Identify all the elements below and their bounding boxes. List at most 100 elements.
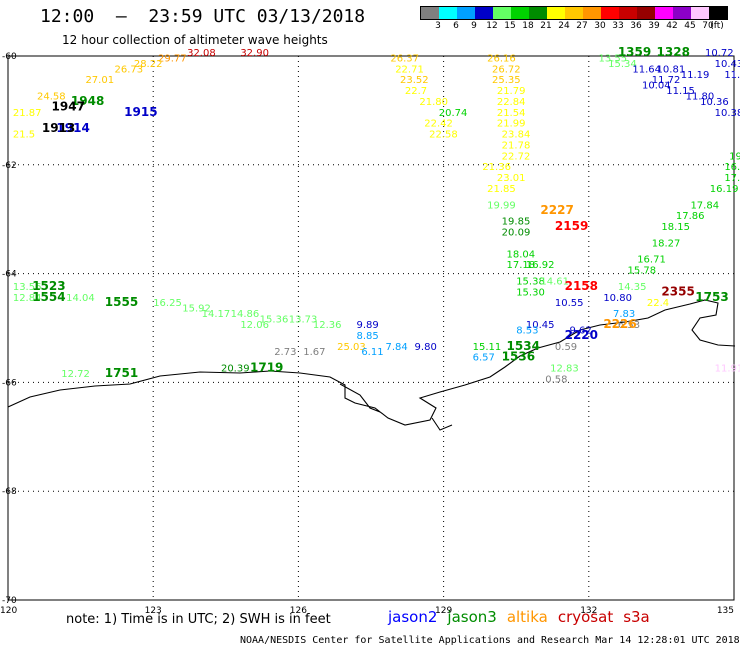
wave-height-value: 21.54 — [497, 108, 526, 119]
wave-height-value: 8.85 — [356, 331, 378, 342]
lat-lon-grid — [7, 55, 735, 601]
satellite-legend-item: cryosat — [557, 608, 614, 626]
wave-height-value: 12.36 — [313, 320, 342, 331]
wave-height-value: 16.71 — [637, 255, 666, 266]
wave-height-value: 6.57 — [473, 353, 495, 364]
wave-height-value: 16.92 — [526, 260, 555, 271]
wave-height-value: 15.30 — [516, 287, 545, 298]
wave-height-value: 15.34 — [608, 59, 637, 70]
wave-height-value: 2.73 — [274, 347, 296, 358]
lat-tick-label: -64 — [2, 270, 17, 280]
wave-height-value: 16.19 — [710, 184, 739, 195]
wave-height-value: 15.92 — [182, 304, 211, 315]
color-scale-swatch — [673, 7, 691, 19]
color-scale-label: 30 — [594, 21, 606, 31]
color-scale-label: 33 — [612, 21, 624, 31]
wave-height-value: 19 — [729, 151, 740, 162]
wave-height-value: 14.86 — [231, 309, 260, 320]
color-scale-label: 15 — [504, 21, 516, 31]
wave-height-value: 23.84 — [502, 130, 531, 141]
color-scale-label: 36 — [630, 21, 642, 31]
wave-height-value: 15.11 — [473, 342, 502, 353]
color-scale-swatch — [637, 7, 655, 19]
pass-time-label: 2226 — [603, 317, 636, 331]
color-scale-swatch — [565, 7, 583, 19]
color-scale-swatch — [493, 7, 511, 19]
pass-time-label: 1913 — [42, 121, 75, 135]
wave-height-value: 26.73 — [114, 64, 143, 75]
color-scale-swatch — [583, 7, 601, 19]
color-scale-label: 70 — [702, 21, 714, 31]
wave-height-value: 10.36 — [700, 97, 729, 108]
wave-height-value: 10.72 — [705, 48, 734, 59]
wave-height-value: 17.86 — [676, 211, 705, 222]
lon-tick-label: 123 — [145, 606, 162, 616]
wave-height-value: 10.55 — [555, 298, 584, 309]
color-scale-label: 3 — [435, 21, 441, 31]
satellite-legend-item: jason3 — [447, 608, 497, 626]
wave-height-value: 17.84 — [690, 200, 719, 211]
wave-height-value: 10.81 — [657, 64, 686, 75]
wave-height-value: 20.09 — [502, 228, 531, 239]
color-scale-swatch — [547, 7, 565, 19]
wave-height-value: 22.84 — [497, 97, 526, 108]
wave-height-value: 24.58 — [37, 92, 66, 103]
color-scale-legend: 3 6 9 12 15 18 21 24 27 30 33 36 39 42 45 70 (ft) — [420, 6, 728, 32]
color-scale-swatch — [655, 7, 673, 19]
wave-height-value: 11.50 — [724, 70, 740, 81]
color-scale-label: (ft) — [710, 21, 724, 31]
wave-height-value: 21.5 — [13, 130, 35, 141]
wave-height-value: 11.19 — [681, 70, 710, 81]
wave-height-value: 11.72 — [652, 75, 681, 86]
pass-time-label: 1751 — [105, 366, 138, 380]
wave-height-value: 11.64 — [632, 64, 661, 75]
wave-height-value: 14.35 — [618, 282, 647, 293]
pass-time-label: 1753 — [695, 290, 728, 304]
wave-height-value: 14.17 — [202, 309, 231, 320]
lat-tick-label: -70 — [2, 596, 17, 606]
wave-height-value: 7.83 — [613, 309, 635, 320]
wave-height-value: 21.79 — [497, 86, 526, 97]
wave-height-value: 13.56 — [13, 282, 42, 293]
wave-height-value: 25.03 — [337, 342, 366, 353]
lon-tick-label: 126 — [290, 606, 307, 616]
wave-height-value: 21.36 — [482, 162, 511, 173]
color-scale-label: 39 — [648, 21, 660, 31]
wave-height-value: 14.61 — [540, 276, 569, 287]
satellite-legend-item: s3a — [623, 608, 650, 626]
pass-time-label: 1914 — [56, 121, 89, 135]
map-frame — [7, 55, 735, 601]
wave-height-value: 29.77 — [158, 53, 187, 64]
wave-height-value: 22.4 — [647, 298, 669, 309]
wave-height-value: 6.11 — [361, 347, 383, 358]
pass-time-label: 1555 — [105, 295, 138, 309]
lon-tick-label: 129 — [435, 606, 452, 616]
lon-tick-label: 132 — [580, 606, 597, 616]
wave-height-value: 15.36 — [260, 315, 289, 326]
lat-tick-label: -66 — [2, 378, 17, 388]
wave-height-value: 18.04 — [507, 249, 536, 260]
color-scale-swatch — [475, 7, 493, 19]
wave-height-value: 9.89 — [356, 320, 378, 331]
wave-height-value: 22.72 — [502, 151, 531, 162]
wave-height-value: 19.99 — [487, 200, 516, 211]
pass-time-label: 1523 — [32, 279, 65, 293]
wave-height-value: 10.80 — [603, 293, 632, 304]
color-scale-swatch — [529, 7, 547, 19]
color-scale-swatch — [601, 7, 619, 19]
wave-height-value: 12.72 — [61, 369, 90, 380]
pass-time-label: 2220 — [565, 328, 598, 342]
wave-height-value: 11.91 — [715, 364, 740, 375]
color-scale-label: 27 — [576, 21, 588, 31]
pass-time-label: 2159 — [555, 219, 588, 233]
color-scale-swatch — [691, 7, 709, 19]
pass-time-label: 1359 — [618, 45, 651, 59]
lat-tick-label: -68 — [2, 487, 17, 497]
wave-height-value: 16.25 — [153, 298, 182, 309]
wave-height-value: 0.58 — [545, 374, 567, 385]
wave-height-value: 21.80 — [419, 97, 448, 108]
lon-tick-label: 120 — [0, 606, 17, 616]
wave-height-value: 11.15 — [666, 86, 695, 97]
wave-height-value: 25.35 — [492, 75, 521, 86]
satellite-legend-item: jason2 — [388, 608, 438, 626]
